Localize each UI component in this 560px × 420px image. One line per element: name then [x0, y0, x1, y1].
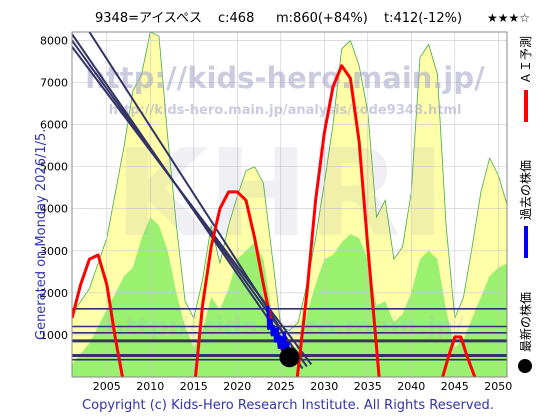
y-tick-label: 5000	[40, 161, 68, 174]
watermark-url-large: http://kids-hero.main.jp/	[85, 61, 485, 95]
x-tick-label: 2010	[136, 380, 164, 393]
y-tick-label: 3000	[40, 245, 68, 258]
header-rating-stars: ★★★☆	[487, 11, 530, 25]
latest-price-marker	[279, 347, 300, 368]
envelope-upper-area	[72, 32, 507, 377]
trend-line	[72, 46, 313, 365]
envelope-upper-edge	[72, 32, 507, 332]
x-tick-label: 2035	[354, 380, 382, 393]
y-tick-label: 2000	[40, 287, 68, 300]
generated-date-label: Generated on Monday 2026/1/5.	[34, 129, 49, 340]
legend-latest-price-label: 最新の株価	[518, 292, 533, 352]
x-tick-label: 2050	[484, 380, 512, 393]
ai-forecast-line	[441, 335, 477, 377]
x-tick-label: 2005	[93, 380, 121, 393]
envelope-lower-area	[72, 217, 507, 377]
y-tick-label: 7000	[40, 76, 68, 89]
y-axis-ticks: 1000 2000 3000 4000 5000 6000 7000 8000	[40, 34, 68, 342]
y-tick-label: 6000	[40, 119, 68, 132]
y-tick-label: 8000	[40, 34, 68, 47]
watermark: KHRI http://kids-hero.main.jp/ http://ki…	[85, 61, 485, 342]
grid-lines	[72, 32, 507, 377]
x-tick-label: 2025	[267, 380, 295, 393]
x-tick-label: 2040	[397, 380, 425, 393]
trend-line	[88, 32, 300, 357]
header-code-name: 9348=アイスペス	[95, 11, 202, 26]
x-tick-label: 2015	[180, 380, 208, 393]
watermark-url-small: http://kids-hero.main.jp/analysis/code93…	[109, 103, 462, 118]
ai-forecast-series	[72, 64, 477, 377]
x-tick-label: 2030	[310, 380, 338, 393]
ai-forecast-line	[295, 64, 381, 377]
header-max-target: m:860(+84%)	[276, 11, 368, 26]
plot-area: KHRI http://kids-hero.main.jp/ http://ki…	[72, 32, 507, 377]
plot-frame	[71, 31, 508, 378]
x-axis-ticks: 2005 2010 2015 2020 2025 2030 2035 2040 2045 2050	[93, 380, 512, 393]
legend-past-price-label: 過去の株価	[518, 160, 533, 220]
support-levels	[72, 308, 507, 361]
legend-latest-price-swatch	[518, 359, 532, 373]
y-tick-label: 4000	[40, 203, 68, 216]
header-current-price: c:468	[218, 11, 254, 26]
legend: ＡＩ予測 過去の株価 最新の株価	[518, 36, 533, 373]
copyright-notice: Copyright (c) Kids-Hero Research Institu…	[82, 398, 494, 413]
y-tick-label: 1000	[40, 329, 68, 342]
ai-forecast-line	[72, 253, 124, 377]
header-min-target: t:412(-12%)	[384, 11, 462, 26]
watermark-logo: KHRI	[115, 125, 445, 264]
price-envelope	[72, 32, 507, 377]
x-tick-label: 2020	[223, 380, 251, 393]
x-tick-label: 2045	[441, 380, 469, 393]
legend-ai-forecast-label: ＡＩ予測	[519, 36, 533, 84]
latest-price-point	[279, 347, 300, 368]
